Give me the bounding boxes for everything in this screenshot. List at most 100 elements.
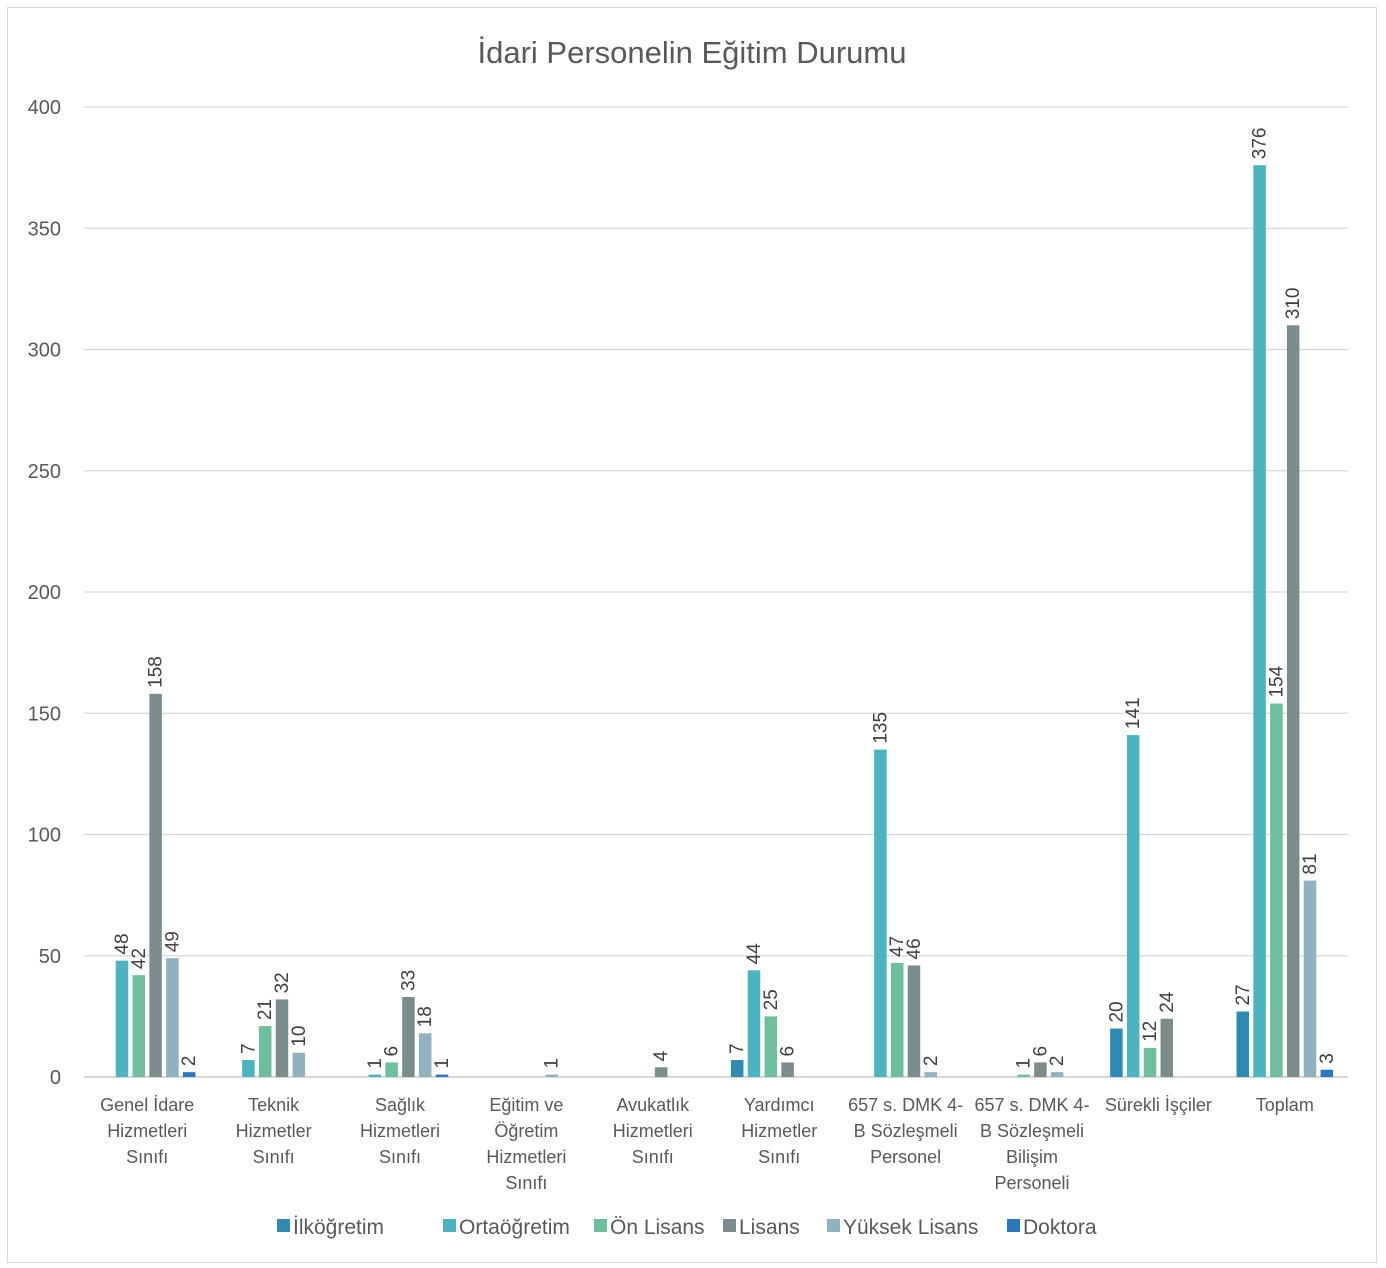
bar bbox=[764, 1016, 778, 1077]
data-label: 44 bbox=[744, 943, 765, 965]
legend-label: Doktora bbox=[1023, 1216, 1097, 1239]
y-tick-label: 100 bbox=[28, 825, 61, 847]
bar bbox=[275, 999, 289, 1077]
legend-swatch bbox=[723, 1219, 736, 1232]
legend: İlköğretim Ortaöğretim Ön Lisans Lisans Yüks… bbox=[277, 1216, 1097, 1239]
bar bbox=[1126, 735, 1140, 1077]
legend-swatch bbox=[827, 1219, 840, 1232]
bar bbox=[1050, 1072, 1064, 1077]
bar bbox=[132, 975, 146, 1077]
data-label: 27 bbox=[1233, 984, 1254, 1005]
x-tick-label: Avukatlık Hizmetleri Sınıfı bbox=[613, 1095, 693, 1167]
data-label: 20 bbox=[1106, 1001, 1127, 1022]
data-label: 158 bbox=[146, 656, 167, 688]
bar bbox=[747, 970, 761, 1077]
bar bbox=[242, 1060, 255, 1077]
y-tick-label: 350 bbox=[28, 218, 61, 240]
bar bbox=[115, 960, 129, 1077]
y-tick-label: 50 bbox=[39, 946, 61, 968]
data-label: 2 bbox=[1047, 1056, 1068, 1067]
bar bbox=[418, 1033, 432, 1077]
x-tick-label: 657 s. DMK 4-B Sözleşmeli Personel bbox=[848, 1095, 963, 1167]
x-tick-label: Teknik Hizmetler Sınıfı bbox=[236, 1095, 312, 1167]
x-tick-label: Toplam bbox=[1256, 1095, 1314, 1115]
data-label: 32 bbox=[272, 972, 293, 993]
bar bbox=[435, 1074, 449, 1077]
legend-swatch bbox=[1007, 1219, 1020, 1232]
chart-frame: İdari Personelin Eğitim Durumu 0 50 100 150… bbox=[7, 7, 1377, 1263]
bar bbox=[890, 963, 904, 1077]
data-label: 18 bbox=[415, 1006, 436, 1027]
legend-label: Yüksek Lisans bbox=[843, 1216, 978, 1239]
bar bbox=[924, 1072, 938, 1077]
data-label: 2 bbox=[179, 1056, 200, 1067]
legend-label: İlköğretim bbox=[293, 1216, 384, 1239]
data-label: 1 bbox=[365, 1058, 386, 1069]
y-tick-label: 150 bbox=[28, 703, 61, 725]
bar bbox=[1017, 1074, 1030, 1077]
x-tick-label: Eğitim ve Öğretim Hizmetleri Sınıfı bbox=[486, 1095, 566, 1193]
bar bbox=[1320, 1069, 1334, 1077]
y-tick-label: 300 bbox=[28, 340, 61, 362]
y-tick-label: 200 bbox=[28, 582, 61, 604]
y-tick-label: 0 bbox=[50, 1067, 61, 1089]
y-tick-label: 250 bbox=[28, 461, 61, 483]
y-tick-label: 400 bbox=[28, 97, 61, 119]
data-label: 48 bbox=[112, 933, 133, 954]
x-tick-label: 657 s. DMK 4-B Sözleşmeli Bilişim Personel… bbox=[974, 1095, 1089, 1193]
legend-label: Lisans bbox=[739, 1216, 800, 1239]
data-label: 7 bbox=[727, 1043, 748, 1054]
data-label: 49 bbox=[162, 931, 183, 952]
legend-swatch bbox=[277, 1219, 290, 1232]
bar bbox=[1236, 1011, 1250, 1077]
bar bbox=[1143, 1047, 1157, 1077]
bar bbox=[1270, 703, 1283, 1077]
data-label: 24 bbox=[1157, 991, 1178, 1013]
bar bbox=[368, 1074, 382, 1077]
bar bbox=[258, 1026, 272, 1077]
data-label: 6 bbox=[1030, 1046, 1051, 1057]
data-label: 47 bbox=[887, 936, 908, 957]
data-label: 1 bbox=[432, 1058, 453, 1069]
bar bbox=[149, 693, 162, 1077]
data-label: 12 bbox=[1140, 1021, 1161, 1042]
data-label: 6 bbox=[778, 1046, 799, 1057]
bar bbox=[1110, 1028, 1123, 1077]
data-label: 4 bbox=[651, 1050, 672, 1061]
legend-swatch bbox=[594, 1219, 607, 1232]
data-label: 42 bbox=[129, 948, 150, 969]
bar bbox=[1286, 325, 1300, 1077]
data-label: 25 bbox=[761, 989, 782, 1010]
data-label: 10 bbox=[289, 1026, 310, 1047]
data-label: 3 bbox=[1317, 1053, 1338, 1064]
legend-label: Ön Lisans bbox=[610, 1216, 705, 1239]
bar-chart: İdari Personelin Eğitim Durumu 0 50 100 150… bbox=[28, 35, 1348, 1239]
bar bbox=[907, 965, 921, 1077]
bar bbox=[1034, 1062, 1047, 1077]
bar bbox=[730, 1060, 744, 1077]
bar bbox=[182, 1072, 196, 1077]
data-label: 6 bbox=[382, 1046, 403, 1057]
bar bbox=[166, 958, 179, 1077]
bar bbox=[654, 1067, 668, 1077]
bar bbox=[1253, 165, 1266, 1077]
bar bbox=[545, 1074, 558, 1077]
data-label: 310 bbox=[1283, 288, 1304, 320]
chart-title: İdari Personelin Eğitim Durumu bbox=[477, 35, 906, 70]
data-label: 7 bbox=[238, 1043, 259, 1054]
gridlines: 0 50 100 150 200 250 300 350 400 bbox=[28, 97, 1348, 1089]
legend-label: Ortaöğretim bbox=[459, 1216, 570, 1239]
x-tick-label: Sürekli İşçiler bbox=[1105, 1095, 1212, 1115]
data-label: 154 bbox=[1266, 665, 1287, 697]
bar bbox=[781, 1062, 794, 1077]
bar bbox=[292, 1052, 306, 1077]
bar bbox=[1303, 880, 1317, 1077]
data-label: 135 bbox=[870, 712, 891, 744]
data-label: 46 bbox=[904, 938, 925, 959]
data-label: 1 bbox=[542, 1058, 563, 1069]
x-tick-label: Yardımcı Hizmetler Sınıfı bbox=[741, 1095, 817, 1167]
bar bbox=[1160, 1018, 1174, 1077]
bar bbox=[402, 996, 415, 1077]
data-label: 2 bbox=[921, 1056, 942, 1067]
